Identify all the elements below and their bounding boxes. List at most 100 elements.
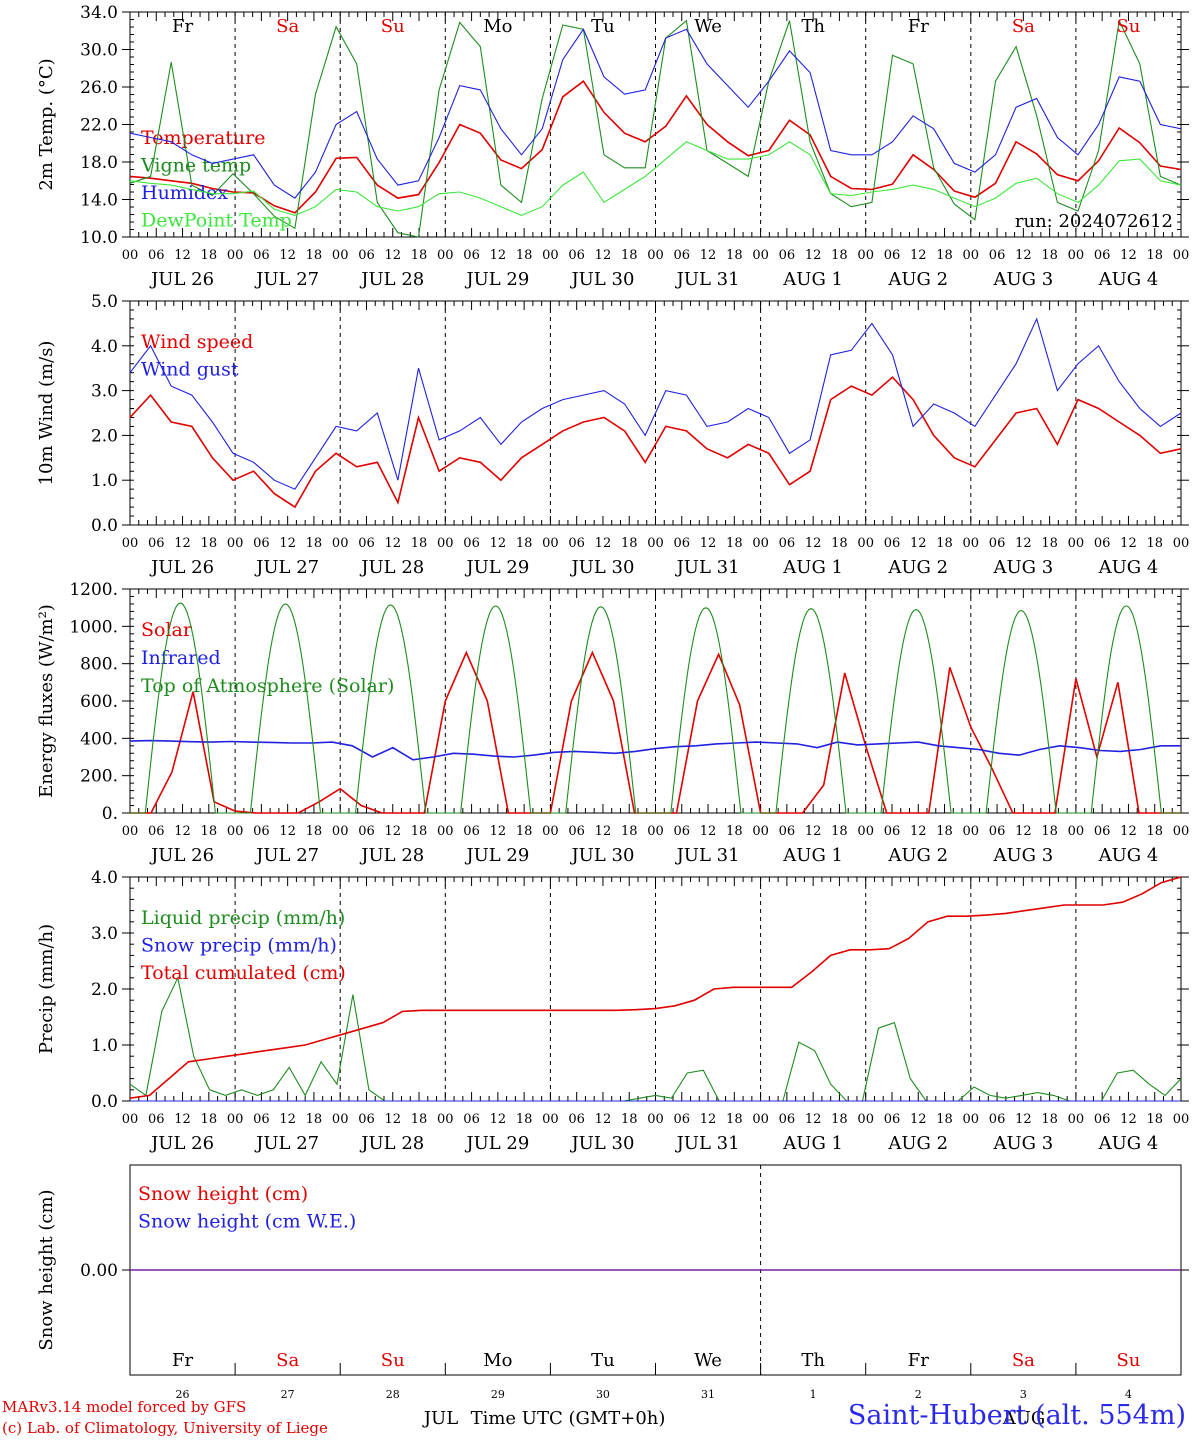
x-date-label: AUG 2 (887, 1133, 948, 1154)
x-hour-label: 00 (857, 536, 874, 551)
x-hour-label: 06 (253, 248, 270, 263)
x-hour-label: 00 (122, 1112, 139, 1127)
x-hour-label: 12 (1015, 536, 1032, 551)
x-hour-label: 06 (463, 1112, 480, 1127)
legend-entry: Total cumulated (cm) (141, 962, 346, 984)
x-hour-label: 18 (516, 536, 533, 551)
x-date-label: AUG 1 (782, 1133, 843, 1154)
x-hour-label: 18 (1041, 248, 1058, 263)
x-hour-label: 00 (437, 536, 454, 551)
x-hour-label: 12 (700, 248, 717, 263)
x-hour-label: 00 (227, 248, 244, 263)
x-hour-label: 06 (358, 536, 375, 551)
x-hour-label: 18 (201, 536, 218, 551)
x-hour-label: 18 (1041, 824, 1058, 839)
x-date-label: AUG 3 (992, 269, 1053, 290)
x-hour-label: 00 (1173, 248, 1190, 263)
y-tick-label: 14.0 (80, 191, 118, 211)
y-tick-label: 1.0 (91, 1036, 118, 1056)
x-hour-label: 06 (1094, 248, 1111, 263)
run-label: run: 2024072612 (1015, 211, 1173, 232)
x-hour-label: 18 (411, 824, 428, 839)
weekday-label: Su (381, 1350, 405, 1371)
x-date-label: AUG 2 (887, 557, 948, 578)
y-tick-label: 400. (80, 729, 118, 749)
x-hour-label: 18 (411, 248, 428, 263)
x-hour-label: 18 (1041, 536, 1058, 551)
x-hour-label: 18 (936, 248, 953, 263)
x-date-label: JUL 28 (359, 557, 424, 578)
x-hour-label: 00 (647, 536, 664, 551)
series-line-wind-gust (129, 317, 1182, 490)
x-hour-label: 00 (122, 824, 139, 839)
weekday-label: Fr (908, 1350, 929, 1371)
x-hour-label: 00 (647, 248, 664, 263)
legend-entry: Infrared (141, 647, 221, 669)
x-date-label: AUG 3 (992, 1133, 1053, 1154)
x-hour-label: 18 (726, 536, 743, 551)
x-hour-label: 00 (752, 248, 769, 263)
series-line-dewpoint-temp (129, 141, 1182, 216)
x-date-label: JUL 26 (149, 1133, 214, 1154)
x-hour-label: 12 (490, 824, 507, 839)
x-date-label: JUL 30 (569, 845, 634, 866)
x-hour-label: 06 (779, 1112, 796, 1127)
y-tick-label: 800. (80, 655, 118, 675)
x-date-label: JUL 27 (254, 1133, 319, 1154)
x-hour-label: 12 (1120, 248, 1137, 263)
x-hour-label: 12 (910, 248, 927, 263)
x-hour-label: 12 (1015, 1112, 1032, 1127)
x-hour-label: 12 (490, 248, 507, 263)
x-hour-label: 06 (358, 824, 375, 839)
x-hour-label: 06 (1094, 536, 1111, 551)
y-tick-label: 1000. (69, 617, 118, 637)
x-hour-label: 06 (674, 824, 691, 839)
x-hour-label: 18 (831, 824, 848, 839)
legend-entry: Vigne temp (140, 155, 251, 177)
x-hour-label: 06 (884, 824, 901, 839)
x-date-label: AUG 3 (992, 557, 1053, 578)
weekday-label: Th (801, 16, 825, 37)
x-hour-label: 18 (201, 1112, 218, 1127)
x-date-label: AUG 4 (1098, 845, 1159, 866)
x-hour-label: 18 (621, 824, 638, 839)
x-hour-label: 18 (306, 536, 323, 551)
x-hour-label: 06 (148, 536, 165, 551)
legend-entry: Snow precip (mm/h) (141, 935, 337, 957)
x-date-label: JUL 26 (149, 845, 214, 866)
x-hour-label: 18 (1146, 248, 1163, 263)
x-hour-label: 00 (122, 536, 139, 551)
x-date-label: AUG 1 (782, 557, 843, 578)
x-hour-label: 00 (332, 1112, 349, 1127)
x-hour-label: 18 (201, 248, 218, 263)
y-tick-label: 0.0 (91, 1092, 118, 1112)
x-hour-label: 12 (174, 248, 191, 263)
x-hour-label: 18 (621, 536, 638, 551)
x-hour-label: 00 (542, 536, 559, 551)
x-hour-label: 06 (148, 1112, 165, 1127)
x-hour-label: 00 (1173, 824, 1190, 839)
x-hour-label: 06 (989, 1112, 1006, 1127)
day-number-label: 27 (281, 1388, 295, 1401)
x-hour-label: 06 (148, 824, 165, 839)
y-tick-label: 5.0 (91, 292, 118, 312)
x-hour-label: 00 (963, 824, 980, 839)
x-hour-label: 18 (306, 1112, 323, 1127)
x-hour-label: 00 (542, 1112, 559, 1127)
lab-credit: (c) Lab. of Climatology, University of L… (2, 1419, 328, 1437)
x-hour-label: 18 (1041, 1112, 1058, 1127)
weekday-label: Th (801, 1350, 825, 1371)
x-hour-label: 06 (779, 536, 796, 551)
day-number-label: 3 (1020, 1388, 1027, 1401)
x-date-label: JUL 31 (675, 557, 740, 578)
y-axis-label: Energy fluxes (W/m²) (36, 604, 57, 798)
series-line-wind-speed (129, 376, 1182, 509)
x-hour-label: 18 (306, 824, 323, 839)
weekday-label: Sa (1012, 16, 1035, 37)
series-line-total-cumulated-cm- (129, 876, 1182, 1099)
x-hour-label: 00 (437, 248, 454, 263)
x-hour-label: 06 (148, 248, 165, 263)
x-hour-label: 18 (516, 248, 533, 263)
y-tick-label: 600. (80, 692, 118, 712)
